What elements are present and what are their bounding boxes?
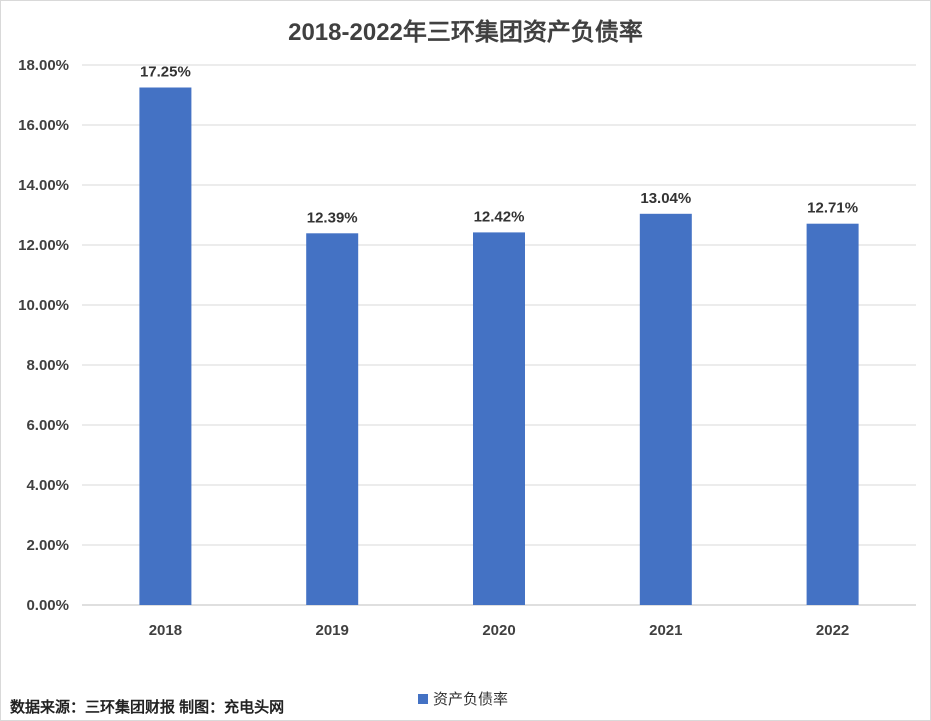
x-tick-label: 2018 — [149, 622, 182, 639]
data-label-2021: 13.04% — [640, 190, 691, 207]
chart-title: 2018-2022年三环集团资产负债率 — [288, 19, 643, 46]
bar-2022 — [806, 223, 859, 605]
x-axis-ticks: 2018 2019 2020 2021 2022 — [149, 622, 850, 639]
x-tick-label: 2021 — [649, 622, 682, 639]
data-label-2018: 17.25% — [140, 64, 191, 81]
data-labels: 17.25% 12.39% 12.42% 13.04% 12.71% — [140, 64, 858, 227]
bar-2018 — [139, 87, 192, 605]
data-label-2022: 12.71% — [807, 200, 858, 217]
bars — [139, 87, 859, 606]
x-tick-label: 2020 — [482, 622, 515, 639]
x-tick-label: 2022 — [816, 622, 849, 639]
y-tick-label: 12.00% — [18, 237, 69, 254]
y-tick-label: 18.00% — [18, 57, 69, 74]
source-note: 数据来源：三环集团财报 制图：充电头网 — [10, 699, 285, 716]
y-tick-label: 4.00% — [26, 477, 69, 494]
data-label-2019: 12.39% — [307, 209, 358, 226]
legend: 资产负债率 — [418, 688, 508, 709]
y-tick-label: 14.00% — [18, 177, 69, 194]
data-label-2020: 12.42% — [474, 208, 525, 225]
y-tick-label: 6.00% — [26, 417, 69, 434]
bar-2021 — [639, 213, 692, 606]
y-tick-label: 10.00% — [18, 297, 69, 314]
y-axis-ticks: 0.00% 2.00% 4.00% 6.00% 8.00% 10.00% 12.00% 14.… — [18, 57, 69, 614]
legend-label: 资产负债率 — [433, 691, 509, 708]
bar-2019 — [306, 233, 359, 606]
x-tick-label: 2019 — [316, 622, 349, 639]
y-tick-label: 8.00% — [26, 357, 69, 374]
legend-swatch — [418, 693, 428, 704]
y-tick-label: 2.00% — [26, 537, 69, 554]
y-tick-label: 16.00% — [18, 117, 69, 134]
y-tick-label: 0.00% — [26, 597, 69, 614]
bar-2020 — [473, 232, 525, 605]
